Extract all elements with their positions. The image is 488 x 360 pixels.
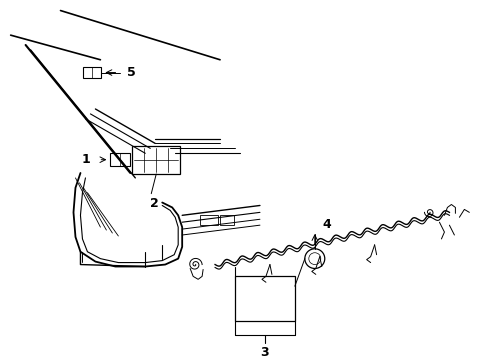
Bar [132,147,180,174]
Text: 5: 5 [127,66,136,79]
Bar [220,215,234,225]
Text: 3: 3 [260,346,269,359]
Text: 2: 2 [150,197,158,210]
Bar [83,67,101,78]
Bar [110,153,130,166]
Bar [200,215,218,225]
Text: 4: 4 [322,218,331,231]
Text: 1: 1 [81,153,90,166]
Circle shape [304,249,324,269]
Circle shape [308,253,320,265]
Bar [235,276,294,321]
